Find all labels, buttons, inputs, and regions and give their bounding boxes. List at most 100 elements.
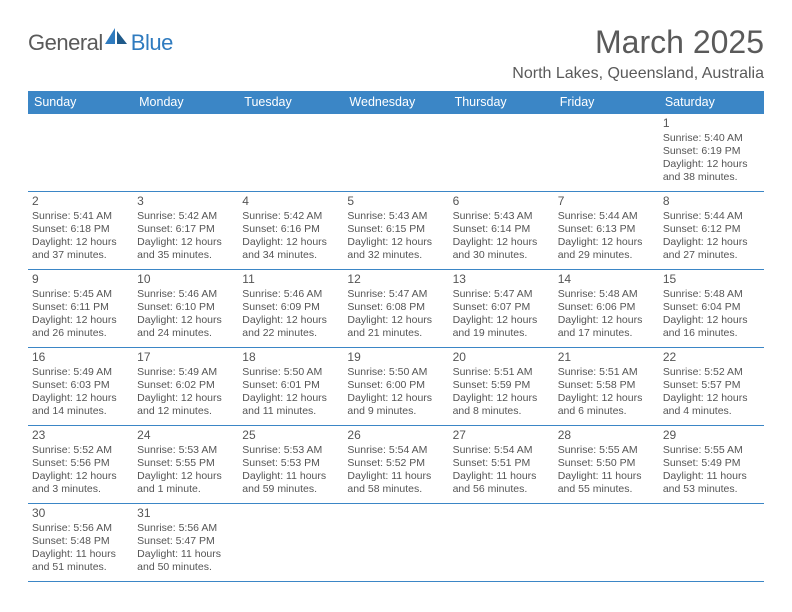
col-monday: Monday xyxy=(133,91,238,114)
sunrise-text: Sunrise: 5:50 AM xyxy=(347,366,444,379)
daylight-text: Daylight: 12 hours xyxy=(663,314,760,327)
daylight-text: and 6 minutes. xyxy=(558,405,655,418)
day-number: 18 xyxy=(242,350,339,365)
sunrise-text: Sunrise: 5:47 AM xyxy=(453,288,550,301)
sunrise-text: Sunrise: 5:46 AM xyxy=(137,288,234,301)
sunrise-text: Sunrise: 5:45 AM xyxy=(32,288,129,301)
daylight-text: Daylight: 12 hours xyxy=(242,314,339,327)
calendar-cell: 17Sunrise: 5:49 AMSunset: 6:02 PMDayligh… xyxy=(133,348,238,426)
day-number: 26 xyxy=(347,428,444,443)
daylight-text: Daylight: 11 hours xyxy=(347,470,444,483)
calendar-cell xyxy=(554,504,659,582)
calendar-cell xyxy=(554,114,659,192)
calendar-cell: 24Sunrise: 5:53 AMSunset: 5:55 PMDayligh… xyxy=(133,426,238,504)
day-number: 24 xyxy=(137,428,234,443)
daylight-text: and 53 minutes. xyxy=(663,483,760,496)
title-block: March 2025 North Lakes, Queensland, Aust… xyxy=(512,24,764,83)
sunset-text: Sunset: 5:52 PM xyxy=(347,457,444,470)
day-number: 17 xyxy=(137,350,234,365)
daylight-text: and 37 minutes. xyxy=(32,249,129,262)
sunrise-text: Sunrise: 5:55 AM xyxy=(663,444,760,457)
day-number: 5 xyxy=(347,194,444,209)
daylight-text: Daylight: 12 hours xyxy=(453,314,550,327)
calendar-row: 30Sunrise: 5:56 AMSunset: 5:48 PMDayligh… xyxy=(28,504,764,582)
calendar-cell: 5Sunrise: 5:43 AMSunset: 6:15 PMDaylight… xyxy=(343,192,448,270)
day-number: 12 xyxy=(347,272,444,287)
sunset-text: Sunset: 6:18 PM xyxy=(32,223,129,236)
calendar-row: 2Sunrise: 5:41 AMSunset: 6:18 PMDaylight… xyxy=(28,192,764,270)
calendar-cell: 12Sunrise: 5:47 AMSunset: 6:08 PMDayligh… xyxy=(343,270,448,348)
daylight-text: Daylight: 12 hours xyxy=(242,236,339,249)
daylight-text: Daylight: 12 hours xyxy=(32,470,129,483)
day-number: 19 xyxy=(347,350,444,365)
calendar-cell xyxy=(28,114,133,192)
daylight-text: and 56 minutes. xyxy=(453,483,550,496)
day-number: 23 xyxy=(32,428,129,443)
daylight-text: and 16 minutes. xyxy=(663,327,760,340)
calendar-cell: 27Sunrise: 5:54 AMSunset: 5:51 PMDayligh… xyxy=(449,426,554,504)
sunset-text: Sunset: 5:56 PM xyxy=(32,457,129,470)
sunset-text: Sunset: 6:06 PM xyxy=(558,301,655,314)
daylight-text: Daylight: 12 hours xyxy=(32,392,129,405)
sunset-text: Sunset: 6:13 PM xyxy=(558,223,655,236)
day-number: 29 xyxy=(663,428,760,443)
calendar-row: 16Sunrise: 5:49 AMSunset: 6:03 PMDayligh… xyxy=(28,348,764,426)
day-number: 22 xyxy=(663,350,760,365)
sunset-text: Sunset: 6:10 PM xyxy=(137,301,234,314)
calendar-cell: 18Sunrise: 5:50 AMSunset: 6:01 PMDayligh… xyxy=(238,348,343,426)
calendar-cell xyxy=(343,504,448,582)
daylight-text: and 8 minutes. xyxy=(453,405,550,418)
daylight-text: and 12 minutes. xyxy=(137,405,234,418)
calendar-cell: 13Sunrise: 5:47 AMSunset: 6:07 PMDayligh… xyxy=(449,270,554,348)
calendar-cell: 10Sunrise: 5:46 AMSunset: 6:10 PMDayligh… xyxy=(133,270,238,348)
sunrise-text: Sunrise: 5:50 AM xyxy=(242,366,339,379)
sail-icon xyxy=(103,26,129,53)
daylight-text: and 24 minutes. xyxy=(137,327,234,340)
day-number: 21 xyxy=(558,350,655,365)
sunrise-text: Sunrise: 5:49 AM xyxy=(32,366,129,379)
calendar-cell: 22Sunrise: 5:52 AMSunset: 5:57 PMDayligh… xyxy=(659,348,764,426)
col-saturday: Saturday xyxy=(659,91,764,114)
calendar-row: 9Sunrise: 5:45 AMSunset: 6:11 PMDaylight… xyxy=(28,270,764,348)
day-number: 30 xyxy=(32,506,129,521)
daylight-text: and 58 minutes. xyxy=(347,483,444,496)
daylight-text: and 38 minutes. xyxy=(663,171,760,184)
col-sunday: Sunday xyxy=(28,91,133,114)
day-number: 28 xyxy=(558,428,655,443)
sunrise-text: Sunrise: 5:54 AM xyxy=(453,444,550,457)
daylight-text: Daylight: 12 hours xyxy=(137,392,234,405)
daylight-text: Daylight: 12 hours xyxy=(347,314,444,327)
daylight-text: and 51 minutes. xyxy=(32,561,129,574)
sunset-text: Sunset: 6:00 PM xyxy=(347,379,444,392)
calendar-cell: 30Sunrise: 5:56 AMSunset: 5:48 PMDayligh… xyxy=(28,504,133,582)
sunset-text: Sunset: 6:15 PM xyxy=(347,223,444,236)
daylight-text: Daylight: 12 hours xyxy=(137,314,234,327)
day-number: 15 xyxy=(663,272,760,287)
daylight-text: Daylight: 12 hours xyxy=(137,470,234,483)
sunset-text: Sunset: 6:08 PM xyxy=(347,301,444,314)
calendar-cell xyxy=(238,114,343,192)
sunset-text: Sunset: 5:51 PM xyxy=(453,457,550,470)
day-number: 2 xyxy=(32,194,129,209)
sunrise-text: Sunrise: 5:48 AM xyxy=(663,288,760,301)
calendar-cell: 16Sunrise: 5:49 AMSunset: 6:03 PMDayligh… xyxy=(28,348,133,426)
sunrise-text: Sunrise: 5:40 AM xyxy=(663,132,760,145)
sunset-text: Sunset: 5:49 PM xyxy=(663,457,760,470)
calendar-cell: 20Sunrise: 5:51 AMSunset: 5:59 PMDayligh… xyxy=(449,348,554,426)
day-number: 31 xyxy=(137,506,234,521)
daylight-text: and 21 minutes. xyxy=(347,327,444,340)
sunrise-text: Sunrise: 5:43 AM xyxy=(453,210,550,223)
daylight-text: and 4 minutes. xyxy=(663,405,760,418)
daylight-text: Daylight: 12 hours xyxy=(663,392,760,405)
daylight-text: Daylight: 12 hours xyxy=(663,236,760,249)
sunrise-text: Sunrise: 5:48 AM xyxy=(558,288,655,301)
daylight-text: Daylight: 12 hours xyxy=(663,158,760,171)
daylight-text: and 9 minutes. xyxy=(347,405,444,418)
daylight-text: and 1 minute. xyxy=(137,483,234,496)
daylight-text: Daylight: 12 hours xyxy=(137,236,234,249)
day-number: 13 xyxy=(453,272,550,287)
daylight-text: Daylight: 11 hours xyxy=(453,470,550,483)
col-friday: Friday xyxy=(554,91,659,114)
sunrise-text: Sunrise: 5:44 AM xyxy=(558,210,655,223)
sunset-text: Sunset: 5:50 PM xyxy=(558,457,655,470)
